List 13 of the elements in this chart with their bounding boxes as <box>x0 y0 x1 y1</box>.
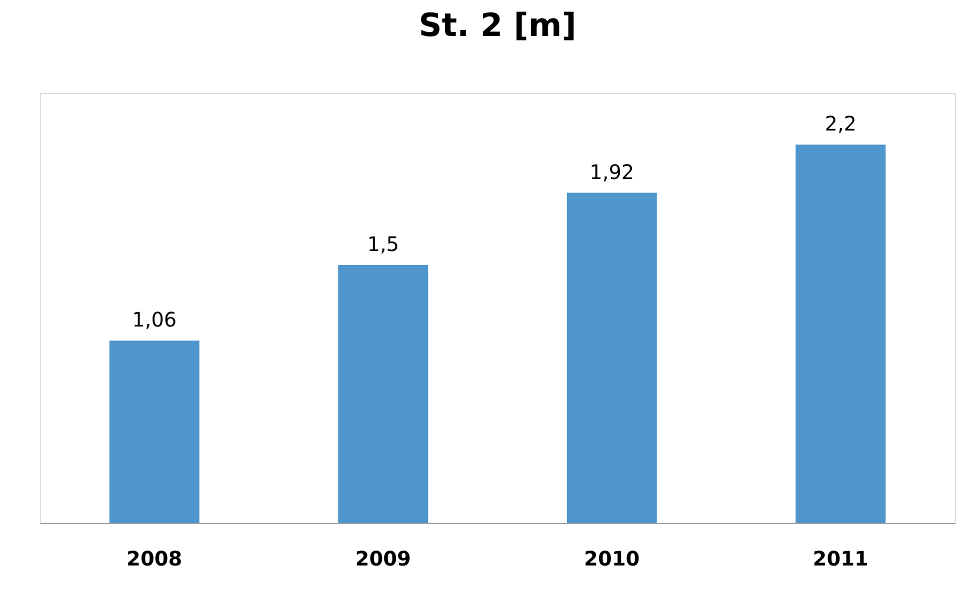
bar <box>109 340 200 523</box>
data-label: 1,5 <box>367 232 400 256</box>
bar <box>338 265 428 523</box>
x-tick-label: 2010 <box>584 546 640 570</box>
data-label: 2,2 <box>824 112 857 136</box>
bar <box>566 192 657 523</box>
data-label: 1,92 <box>590 160 634 184</box>
x-tick-label: 2009 <box>355 546 411 570</box>
x-tick-label: 2011 <box>812 546 868 570</box>
bar <box>796 144 886 523</box>
chart-title: St. 2 [m] <box>418 6 576 44</box>
data-label: 1,06 <box>132 308 177 332</box>
x-tick-label: 2008 <box>126 546 182 570</box>
